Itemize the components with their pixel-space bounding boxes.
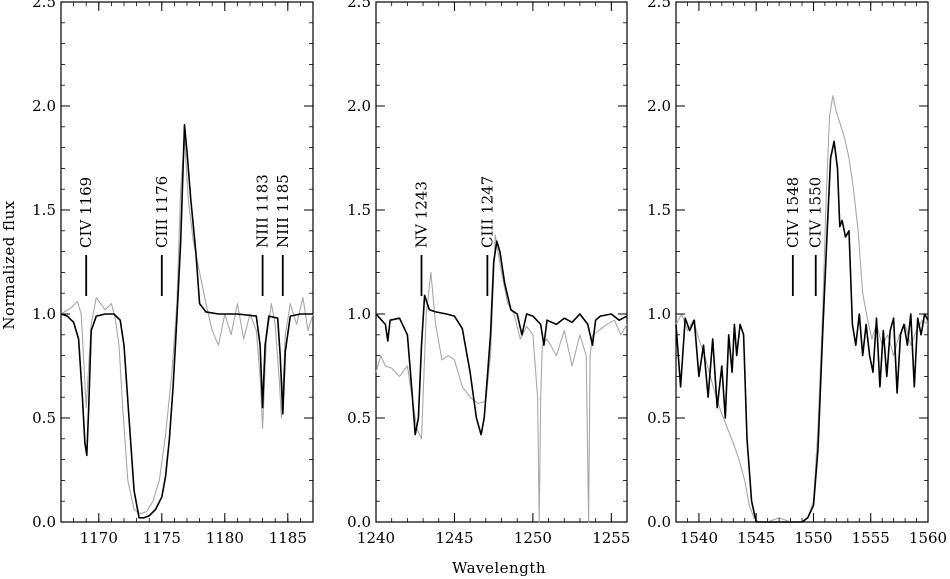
x-tick-label: 1175 [143,529,181,547]
line-id-label: NIII 1183 [254,174,272,248]
y-tick-label: 2.5 [347,0,371,11]
plot-frame [60,1,314,523]
panel-2: 0.0 0.5 1.0 1.5 2.0 2.5 1240 1245 1250 1255 NV 124… [347,0,630,547]
panel-1: 0.0 0.5 1.0 1.5 2.0 2.5 1170 1175 1180 1185 CIV 11… [32,0,314,547]
y-tick-label: 1.0 [647,305,671,323]
line-id-label: NV 1243 [413,181,431,248]
x-tick-label: 1170 [80,529,118,547]
y-axis-title: Normalized flux [0,200,18,329]
line-id-label: CIV 1169 [77,177,95,248]
y-tick-label: 0.0 [32,513,56,531]
x-tick-label: 1240 [357,529,395,547]
x-tick-label: 1255 [592,529,630,547]
x-tick-label: 1250 [514,529,552,547]
x-tick-label: 1550 [794,529,832,547]
y-tick-label: 2.0 [347,97,371,115]
x-tick-label: 1545 [737,529,775,547]
line-id-label: CIV 1550 [807,177,825,248]
line-id-label: CIII 1247 [478,176,496,248]
x-axis-title: Wavelength [452,559,546,577]
x-tick-label: 1245 [435,529,473,547]
plot-frame [675,1,929,523]
y-tick-label: 2.5 [32,0,56,11]
model-spectrum-line [60,123,313,519]
y-tick-label: 0.0 [647,513,671,531]
x-tick-label: 1180 [206,529,244,547]
y-tick-label: 0.0 [347,513,371,531]
x-tick-label: 1555 [852,529,890,547]
y-tick-label: 2.0 [647,97,671,115]
y-tick-label: 0.5 [347,409,371,427]
line-id-label: CIII 1176 [153,176,171,248]
observed-spectrum-line [675,95,929,523]
model-spectrum-line [675,140,929,523]
y-tick-label: 2.5 [647,0,671,11]
y-tick-label: 1.0 [32,305,56,323]
y-tick-label: 0.5 [647,409,671,427]
y-tick-label: 1.5 [647,201,671,219]
x-tick-label: 1185 [269,529,307,547]
observed-spectrum-line [375,234,628,523]
observed-spectrum-line [60,136,314,515]
y-tick-label: 1.5 [32,201,56,219]
x-tick-label: 1560 [909,529,947,547]
line-id-label: CIV 1548 [784,177,802,248]
line-id-label: NIII 1185 [274,174,292,248]
y-tick-label: 1.5 [347,201,371,219]
y-tick-label: 2.0 [32,97,56,115]
x-tick-label: 1540 [680,529,718,547]
panel-3: 0.0 0.5 1.0 1.5 2.0 2.5 1540 1545 1550 1555 1560 CI… [647,0,947,547]
y-tick-label: 0.5 [32,409,56,427]
y-tick-label: 1.0 [347,305,371,323]
model-spectrum-line [375,240,628,436]
